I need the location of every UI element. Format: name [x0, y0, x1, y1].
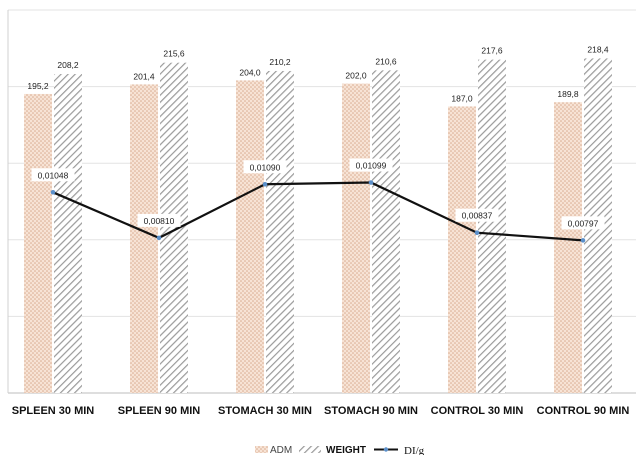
- di-label: 0,00810: [144, 216, 175, 226]
- di-point: [157, 236, 162, 241]
- category-label: CONTROL 30 MIN: [431, 405, 524, 417]
- di-label: 0,01090: [250, 162, 281, 172]
- gridlines: [8, 10, 636, 393]
- bar-label-weight: 210,2: [269, 57, 291, 67]
- bar-label-adm: 195,2: [27, 81, 49, 91]
- bar-adm: [236, 80, 264, 393]
- di-point: [369, 180, 374, 185]
- di-point: [581, 238, 586, 243]
- bar-label-adm: 204,0: [239, 67, 261, 77]
- bar-label-weight: 215,6: [163, 49, 185, 59]
- bar-weight: [478, 60, 506, 393]
- bar-label-weight: 218,4: [587, 44, 609, 54]
- category-labels: SPLEEN 30 MIN SPLEEN 90 MIN STOMACH 30 MIN…: [12, 405, 630, 417]
- bar-weight: [266, 71, 294, 393]
- di-line-series: 0,01048 0,00810 0,01090 0,01099 0,00837 0,007…: [31, 159, 604, 243]
- bar-label-weight: 217,6: [481, 46, 503, 56]
- bar-label-adm: 202,0: [345, 71, 367, 81]
- legend-label-adm: ADM: [270, 445, 292, 455]
- bar-adm: [448, 107, 476, 393]
- category-label: CONTROL 90 MIN: [537, 405, 630, 417]
- bar-adm: [130, 84, 158, 393]
- category-label: SPLEEN 30 MIN: [12, 405, 95, 417]
- di-label: 0,00837: [462, 211, 493, 221]
- bar-adm: [554, 102, 582, 393]
- bar-label-adm: 201,4: [133, 71, 155, 81]
- bar-label-adm: 187,0: [451, 94, 473, 104]
- bar-label-weight: 208,2: [57, 60, 79, 70]
- bar-adm: [24, 94, 52, 393]
- di-point: [475, 230, 480, 235]
- bar-label-weight: 210,6: [375, 56, 397, 66]
- legend-swatch-adm: [255, 446, 268, 453]
- di-label: 0,00797: [568, 218, 599, 228]
- legend: ADM WEIGHT DI/g: [255, 445, 425, 455]
- bar-weight: [160, 63, 188, 393]
- category-label: STOMACH 30 MIN: [218, 405, 312, 417]
- category-label: STOMACH 90 MIN: [324, 405, 418, 417]
- di-point: [263, 182, 268, 187]
- bar-weight: [54, 74, 82, 393]
- bar-label-adm: 189,8: [557, 89, 579, 99]
- legend-label-di: DI/g: [404, 445, 425, 455]
- di-label: 0,01048: [38, 170, 69, 180]
- legend-swatch-weight: [299, 446, 321, 453]
- legend-label-weight: WEIGHT: [326, 445, 366, 455]
- bar-adm: [342, 84, 370, 393]
- bars: [24, 58, 612, 393]
- di-point: [51, 190, 56, 195]
- di-label: 0,01099: [356, 161, 387, 171]
- legend-swatch-di-marker: [384, 447, 388, 451]
- bar-value-labels: 195,2 208,2 201,4 215,6 204,0 210,2 202,0 210,6…: [27, 44, 609, 103]
- bar-weight: [372, 70, 400, 393]
- category-label: SPLEEN 90 MIN: [118, 405, 201, 417]
